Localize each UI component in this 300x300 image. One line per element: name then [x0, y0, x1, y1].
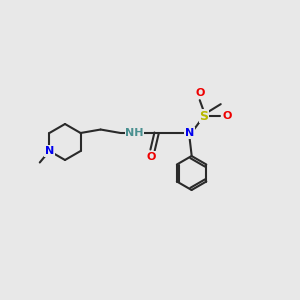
Text: S: S [199, 110, 208, 123]
Text: NH: NH [125, 128, 144, 138]
Text: O: O [195, 88, 204, 98]
Text: O: O [222, 111, 231, 121]
Text: N: N [185, 128, 194, 138]
Text: O: O [147, 152, 156, 162]
Text: N: N [45, 146, 54, 156]
